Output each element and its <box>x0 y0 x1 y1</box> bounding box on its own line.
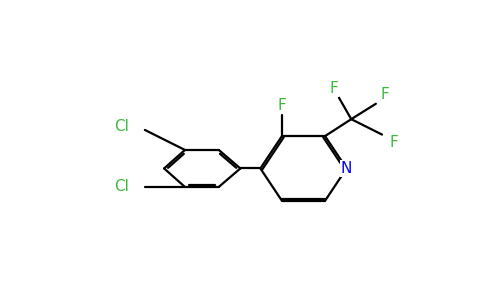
Text: F: F <box>381 87 390 102</box>
Text: N: N <box>341 161 352 176</box>
Text: Cl: Cl <box>114 119 129 134</box>
Text: F: F <box>390 135 399 150</box>
Text: Cl: Cl <box>114 179 129 194</box>
Text: F: F <box>277 98 287 113</box>
Text: F: F <box>329 81 338 96</box>
